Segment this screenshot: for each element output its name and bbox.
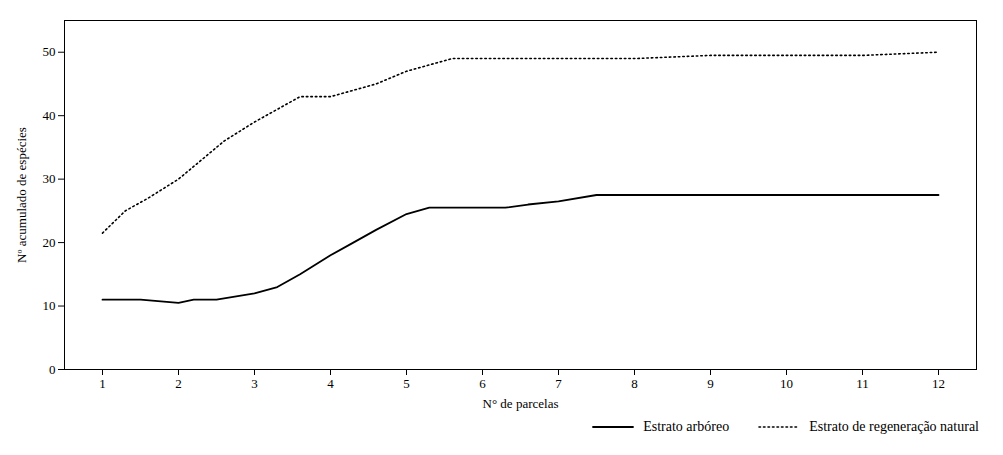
html-text:Estrato arbóreo: Estrato arbóreo (643, 419, 730, 434)
svg-text:10: 10 (43, 298, 56, 313)
svg-text:0: 0 (49, 362, 56, 377)
svg-text:Nº acumulado de espécies: Nº acumulado de espécies (14, 127, 29, 263)
svg-text:50: 50 (43, 44, 56, 59)
svg-text:8: 8 (631, 376, 638, 391)
svg-text:11: 11 (856, 376, 869, 391)
svg-text:5: 5 (403, 376, 410, 391)
svg-text:N° de parcelas: N° de parcelas (483, 396, 559, 411)
svg-text:20: 20 (43, 235, 56, 250)
svg-text:9: 9 (707, 376, 714, 391)
svg-text:10: 10 (780, 376, 793, 391)
svg-text:1: 1 (99, 376, 106, 391)
svg-text:6: 6 (479, 376, 486, 391)
svg-text:3: 3 (251, 376, 258, 391)
svg-text:4: 4 (327, 376, 334, 391)
svg-text:30: 30 (43, 171, 56, 186)
html-text:Estrato de regeneração natural: Estrato de regeneração natural (809, 419, 979, 434)
svg-text:40: 40 (43, 108, 56, 123)
svg-text:12: 12 (932, 376, 945, 391)
svg-text:7: 7 (555, 376, 562, 391)
svg-text:2: 2 (175, 376, 182, 391)
